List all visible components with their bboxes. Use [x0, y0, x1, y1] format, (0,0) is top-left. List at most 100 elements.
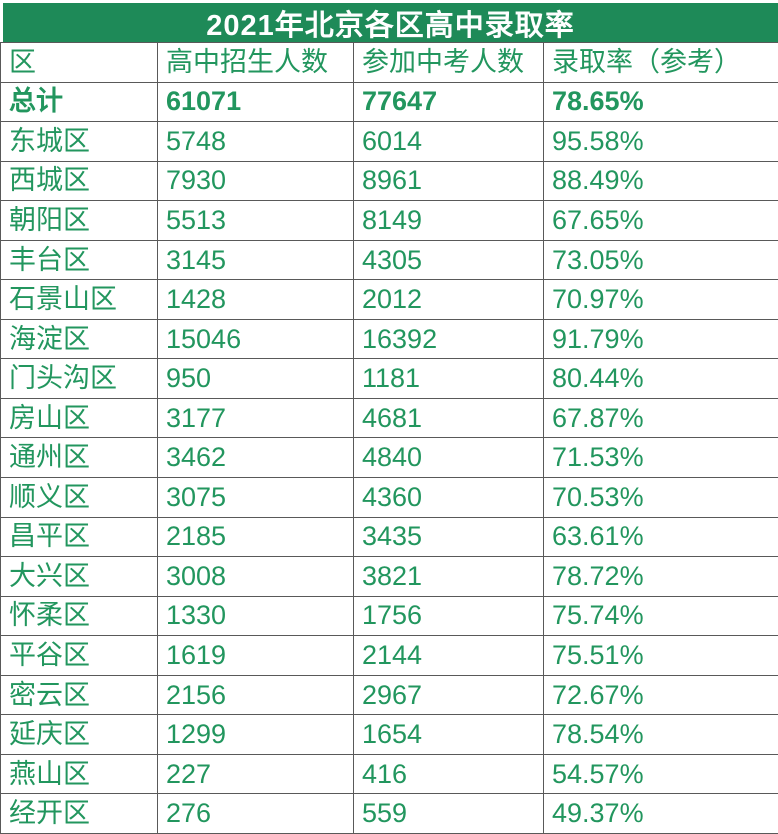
district-cell: 东城区	[1, 122, 158, 162]
examinees-cell: 1756	[354, 596, 544, 636]
table-row: 丰台区 3145 4305 73.05%	[1, 240, 778, 280]
district-cell: 门头沟区	[1, 359, 158, 399]
rate-cell: 78.54%	[544, 715, 778, 755]
table-row: 密云区 2156 2967 72.67%	[1, 675, 778, 715]
examinees-cell: 8149	[354, 201, 544, 241]
examinees-cell: 4360	[354, 478, 544, 518]
table-body: 总计 61071 77647 78.65% 东城区 5748 6014 95.5…	[1, 82, 778, 833]
enrolled-cell: 3462	[158, 438, 354, 478]
table-row: 西城区 7930 8961 88.49%	[1, 161, 778, 201]
admission-rate-table: 区 高中招生人数 参加中考人数 录取率（参考） 总计 61071 77647 7…	[0, 42, 778, 834]
examinees-cell: 559	[354, 794, 544, 834]
table-row: 东城区 5748 6014 95.58%	[1, 122, 778, 162]
enrolled-cell: 61071	[158, 82, 354, 122]
rate-cell: 67.87%	[544, 398, 778, 438]
district-cell: 经开区	[1, 794, 158, 834]
examinees-cell: 3821	[354, 557, 544, 597]
enrolled-cell: 1619	[158, 636, 354, 676]
enrolled-cell: 1330	[158, 596, 354, 636]
enrolled-cell: 7930	[158, 161, 354, 201]
table-row: 海淀区 15046 16392 91.79%	[1, 319, 778, 359]
district-cell: 房山区	[1, 398, 158, 438]
table-row: 经开区 276 559 49.37%	[1, 794, 778, 834]
table-row: 石景山区 1428 2012 70.97%	[1, 280, 778, 320]
enrolled-cell: 1299	[158, 715, 354, 755]
table-row: 燕山区 227 416 54.57%	[1, 754, 778, 794]
examinees-cell: 2967	[354, 675, 544, 715]
district-cell: 平谷区	[1, 636, 158, 676]
header-row: 区 高中招生人数 参加中考人数 录取率（参考）	[1, 43, 778, 83]
enrolled-cell: 950	[158, 359, 354, 399]
district-cell: 延庆区	[1, 715, 158, 755]
rate-cell: 67.65%	[544, 201, 778, 241]
table-row: 大兴区 3008 3821 78.72%	[1, 557, 778, 597]
enrolled-cell: 1428	[158, 280, 354, 320]
table-row: 顺义区 3075 4360 70.53%	[1, 478, 778, 518]
examinees-cell: 1654	[354, 715, 544, 755]
enrolled-cell: 5513	[158, 201, 354, 241]
table-row: 房山区 3177 4681 67.87%	[1, 398, 778, 438]
table-row: 怀柔区 1330 1756 75.74%	[1, 596, 778, 636]
enrolled-cell: 3075	[158, 478, 354, 518]
examinees-cell: 4840	[354, 438, 544, 478]
district-cell: 顺义区	[1, 478, 158, 518]
district-cell: 朝阳区	[1, 201, 158, 241]
examinees-cell: 1181	[354, 359, 544, 399]
rate-cell: 70.97%	[544, 280, 778, 320]
table-row: 朝阳区 5513 8149 67.65%	[1, 201, 778, 241]
rate-cell: 91.79%	[544, 319, 778, 359]
rate-cell: 72.67%	[544, 675, 778, 715]
rate-cell: 78.72%	[544, 557, 778, 597]
examinees-cell: 77647	[354, 82, 544, 122]
district-cell: 燕山区	[1, 754, 158, 794]
enrolled-cell: 15046	[158, 319, 354, 359]
header-examinees: 参加中考人数	[354, 43, 544, 83]
rate-cell: 73.05%	[544, 240, 778, 280]
enrolled-cell: 5748	[158, 122, 354, 162]
rate-cell: 71.53%	[544, 438, 778, 478]
table-row: 平谷区 1619 2144 75.51%	[1, 636, 778, 676]
enrolled-cell: 3177	[158, 398, 354, 438]
examinees-cell: 16392	[354, 319, 544, 359]
rate-cell: 88.49%	[544, 161, 778, 201]
enrolled-cell: 2156	[158, 675, 354, 715]
enrolled-cell: 3008	[158, 557, 354, 597]
rate-cell: 78.65%	[544, 82, 778, 122]
rate-cell: 70.53%	[544, 478, 778, 518]
table-row: 门头沟区 950 1181 80.44%	[1, 359, 778, 399]
enrolled-cell: 276	[158, 794, 354, 834]
district-cell: 西城区	[1, 161, 158, 201]
rate-cell: 63.61%	[544, 517, 778, 557]
page-title: 2021年北京各区高中录取率	[3, 3, 778, 42]
district-cell: 总计	[1, 82, 158, 122]
district-cell: 怀柔区	[1, 596, 158, 636]
rate-cell: 80.44%	[544, 359, 778, 399]
examinees-cell: 2012	[354, 280, 544, 320]
table-row: 通州区 3462 4840 71.53%	[1, 438, 778, 478]
examinees-cell: 8961	[354, 161, 544, 201]
district-cell: 大兴区	[1, 557, 158, 597]
examinees-cell: 416	[354, 754, 544, 794]
examinees-cell: 2144	[354, 636, 544, 676]
table-row: 昌平区 2185 3435 63.61%	[1, 517, 778, 557]
examinees-cell: 3435	[354, 517, 544, 557]
header-enrolled: 高中招生人数	[158, 43, 354, 83]
rate-cell: 75.74%	[544, 596, 778, 636]
rate-cell: 75.51%	[544, 636, 778, 676]
district-cell: 密云区	[1, 675, 158, 715]
examinees-cell: 6014	[354, 122, 544, 162]
header-rate: 录取率（参考）	[544, 43, 778, 83]
examinees-cell: 4305	[354, 240, 544, 280]
enrolled-cell: 2185	[158, 517, 354, 557]
rate-cell: 95.58%	[544, 122, 778, 162]
district-cell: 丰台区	[1, 240, 158, 280]
rate-cell: 54.57%	[544, 754, 778, 794]
district-cell: 石景山区	[1, 280, 158, 320]
district-cell: 海淀区	[1, 319, 158, 359]
header-district: 区	[1, 43, 158, 83]
enrolled-cell: 227	[158, 754, 354, 794]
examinees-cell: 4681	[354, 398, 544, 438]
district-cell: 昌平区	[1, 517, 158, 557]
table-row: 延庆区 1299 1654 78.54%	[1, 715, 778, 755]
table-row: 总计 61071 77647 78.65%	[1, 82, 778, 122]
